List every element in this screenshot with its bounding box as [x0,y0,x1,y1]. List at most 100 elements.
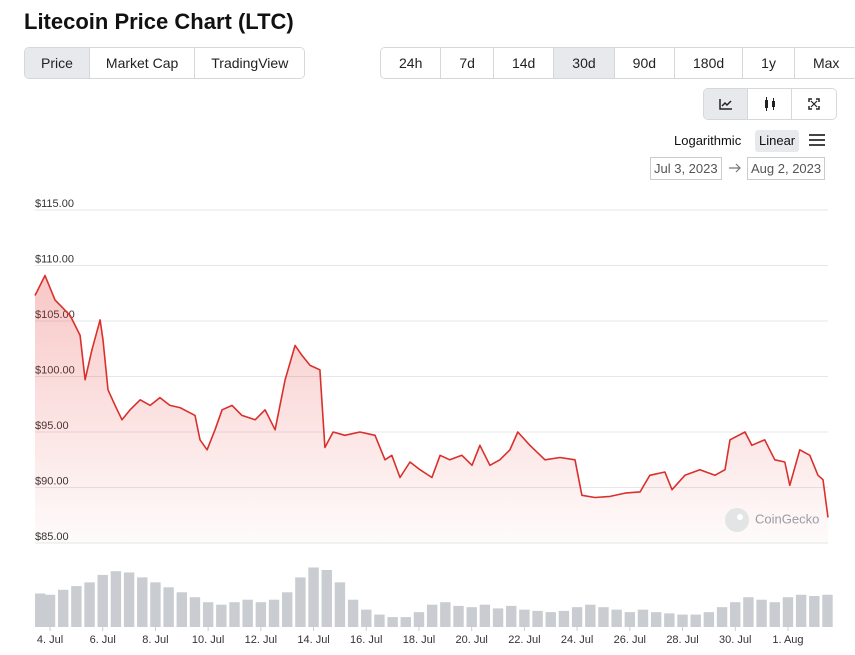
volume-bar [374,614,385,627]
volume-bar [282,592,293,627]
tab-button[interactable]: TradingView [195,48,305,78]
x-tick-label: 4. Jul [37,634,63,646]
date-to[interactable]: Aug 2, 2023 [747,157,826,180]
volume-bar [44,594,56,627]
volume-bar [35,593,46,627]
volume-bar [650,612,662,627]
volume-bar [637,609,649,627]
volume-bar [163,587,174,627]
candlestick-button[interactable] [748,89,792,119]
volume-bar [690,614,701,627]
volume-bar [571,607,583,627]
range-button[interactable]: 30d [554,48,615,78]
volume-bar [413,612,425,627]
volume-bar [756,599,767,627]
scale-option[interactable]: Linear [755,130,800,152]
x-tick-label: 30. Jul [719,634,751,646]
chart-type-group [703,88,837,120]
volume-bar [598,607,609,627]
volume-bar [782,597,794,627]
volume-bar [295,577,306,627]
x-tick-label: 10. Jul [192,634,224,646]
volume-bar [492,608,504,627]
fullscreen-button[interactable] [792,89,836,119]
volume-bar [216,604,227,627]
volume-bar [255,602,267,627]
y-tick-label: $115.00 [35,198,74,210]
volume-bar [110,571,122,627]
range-group: 24h 7d 14d 30d 90d 180d 1y Max [380,47,855,79]
volume-bar [506,605,517,627]
line-chart-button[interactable] [704,89,748,119]
range-button[interactable]: 14d [493,48,555,78]
volume-bar [229,602,240,627]
volume-bar [202,602,214,627]
page-title: Litecoin Price Chart (LTC) [24,9,294,34]
x-tick-label: 12. Jul [245,634,277,646]
x-tick-label: 28. Jul [666,634,698,646]
volume-bar [387,617,398,627]
volume-bar [440,602,451,627]
volume-bar [242,599,253,627]
volume-bar [308,567,319,627]
range-button[interactable]: 7d [441,48,494,78]
volume-bar [347,599,359,627]
line-icon [718,99,732,110]
volume-bar [545,612,556,627]
volume-bar [466,607,477,627]
range-button[interactable]: 180d [675,48,744,78]
volume-bar [176,592,187,627]
x-tick-label: 16. Jul [350,634,382,646]
scale-option[interactable]: Logarithmic [674,133,742,148]
volume-bar [361,609,372,627]
y-tick-label: $110.00 [35,253,74,265]
volume-bar [743,597,754,627]
volume-bar [334,582,346,627]
volume-bar [558,610,570,627]
x-tick-label: 18. Jul [403,634,435,646]
volume-bar [84,582,95,627]
range-button[interactable]: Max [794,48,855,78]
tab-button[interactable]: Market Cap [89,48,196,78]
volume-bar [150,582,161,627]
x-tick-label: 20. Jul [455,634,487,646]
volume-bar [585,604,596,627]
watermark-logo [725,508,749,532]
volume-bar [716,607,728,627]
x-tick-label: 6. Jul [90,634,116,646]
volume-bar [268,599,280,627]
volume-bar [97,574,108,627]
volume-bar [532,610,543,627]
tab-button[interactable]: Price [25,48,90,78]
watermark: CoinGecko [725,508,819,532]
range-button[interactable]: 90d [614,48,676,78]
x-tick-label: 26. Jul [614,634,646,646]
volume-bar [479,604,491,627]
candle-icon [764,97,775,111]
volume-bar [71,586,82,627]
volume-bar [664,613,675,627]
x-tick-label: 22. Jul [508,634,540,646]
volume-bar [769,602,780,627]
volume-bar [795,594,807,627]
watermark-text: CoinGecko [755,511,819,526]
volume-bar [321,569,332,627]
range-button[interactable]: 24h [381,48,442,78]
x-tick-label: 14. Jul [297,634,329,646]
volume-bar [57,589,69,627]
volume-bar [703,612,715,627]
date-from[interactable]: Jul 3, 2023 [650,157,722,180]
x-tick-label: 24. Jul [561,634,593,646]
volume-bar [137,577,148,627]
volume-bar [822,594,833,627]
volume-bar [453,605,464,627]
range-button[interactable]: 1y [743,48,795,78]
x-tick-label: 1. Aug [772,634,803,646]
volume-bar [624,612,636,627]
volume-bar [611,609,622,627]
volume-bar [400,617,412,627]
price-line [34,274,829,518]
fullscreen-icon [808,98,820,110]
menu-button[interactable] [809,133,825,147]
